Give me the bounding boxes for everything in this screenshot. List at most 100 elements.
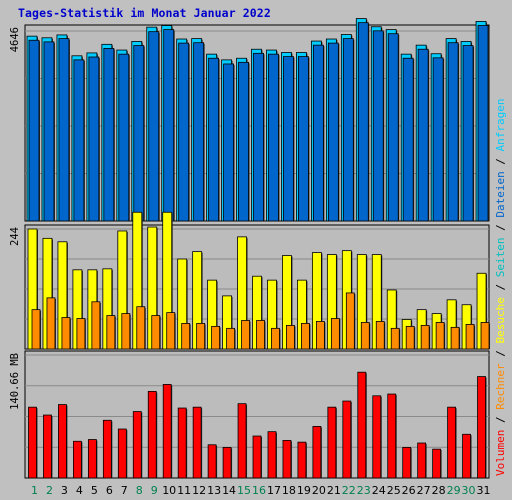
legend-besuche: Besuche: [494, 297, 507, 343]
bar-dateien-26: [402, 57, 414, 222]
day-label-19: 19: [297, 484, 311, 497]
chart-title: Tages-Statistik im Monat Januar 2022: [18, 6, 271, 20]
bar-rechner-25: [390, 327, 400, 350]
bar-rechner-26: [405, 325, 415, 350]
bar-volumen-2: [43, 414, 52, 479]
day-label-15: 15: [237, 484, 251, 497]
bar-dateien-28: [432, 57, 444, 222]
bar-dateien-15: [238, 61, 249, 222]
bar-volumen-21: [327, 406, 337, 479]
bar-rechner-20: [315, 321, 325, 350]
bar-rechner-27: [420, 324, 430, 350]
bar-rechner-2: [46, 297, 56, 350]
bar-volumen-12: [192, 406, 202, 479]
bar-dateien-7: [118, 53, 130, 222]
bar-volumen-31: [477, 376, 486, 479]
bar-dateien-16: [253, 52, 264, 222]
bar-rechner-31: [480, 322, 490, 350]
series-volumen: [28, 371, 487, 479]
bar-rechner-22: [345, 292, 355, 350]
bar-rechner-24: [375, 321, 385, 350]
bar-rechner-19: [301, 323, 310, 350]
day-label-6: 6: [106, 484, 113, 497]
bar-rechner-3: [61, 317, 71, 350]
day-label-26: 26: [402, 484, 416, 497]
bar-dateien-21: [327, 42, 339, 222]
legend-separator: /: [494, 277, 507, 297]
panels-layer: 4646 244 140.66 MB: [9, 18, 491, 479]
bar-rechner-10: [166, 312, 176, 350]
bar-volumen-17: [267, 431, 277, 479]
bar-dateien-1: [28, 39, 40, 222]
bar-dateien-2: [43, 41, 55, 222]
bar-dateien-23: [357, 22, 369, 222]
bar-rechner-15: [241, 320, 250, 350]
bar-rechner-28: [435, 322, 445, 350]
bar-rechner-16: [256, 320, 265, 350]
bar-volumen-10: [162, 384, 172, 479]
bar-rechner-9: [151, 315, 161, 350]
bar-dateien-18: [283, 56, 294, 222]
bar-dateien-31: [477, 25, 489, 222]
bar-dateien-4: [73, 59, 85, 222]
day-label-4: 4: [76, 484, 83, 497]
bar-volumen-19: [297, 441, 307, 479]
day-label-29: 29: [447, 484, 461, 497]
day-label-30: 30: [462, 484, 476, 497]
bar-volumen-7: [117, 428, 127, 479]
bar-rechner-8: [136, 306, 146, 350]
bar-volumen-1: [28, 406, 37, 479]
series-besuche: [27, 211, 488, 350]
bar-dateien-6: [103, 48, 115, 222]
bar-rechner-7: [121, 313, 131, 350]
y-max-label: 140.66 MB: [9, 353, 21, 410]
series-rechner: [31, 292, 491, 350]
series-dateien: [28, 22, 490, 222]
bar-rechner-21: [330, 318, 340, 350]
day-label-28: 28: [432, 484, 446, 497]
bar-volumen-27: [417, 442, 427, 479]
legend-seiten: Seiten: [494, 238, 507, 278]
bar-dateien-24: [372, 30, 384, 222]
bar-dateien-10: [163, 29, 175, 222]
x-axis-labels: 1 2 3 4 5 6 7 8 9 10 11 12 13 14 15 16 17 18 19 20 21 22 23 24 2…: [31, 484, 491, 497]
bar-dateien-25: [387, 33, 399, 222]
bar-volumen-8: [132, 411, 142, 479]
bar-rechner-5: [91, 301, 101, 350]
bar-rechner-13: [211, 325, 221, 350]
panel-volume: 140.66 MB: [9, 350, 490, 479]
panel-visits: 244: [9, 211, 491, 350]
day-label-3: 3: [61, 484, 68, 497]
bar-dateien-8: [133, 45, 145, 222]
bar-dateien-30: [462, 45, 474, 222]
y-max-label: 244: [9, 227, 21, 246]
bar-volumen-28: [432, 448, 442, 479]
day-label-11: 11: [177, 484, 191, 497]
day-label-7: 7: [121, 484, 128, 497]
bar-volumen-20: [312, 426, 322, 479]
bar-rechner-14: [226, 327, 235, 350]
bar-volumen-16: [252, 435, 262, 479]
bar-dateien-3: [58, 38, 70, 222]
legend-rechner: Rechner: [494, 363, 507, 410]
bar-dateien-17: [268, 53, 279, 222]
bar-volumen-13: [207, 444, 217, 479]
bar-rechner-1: [31, 309, 41, 350]
bar-rechner-12: [196, 323, 206, 350]
bar-rechner-4: [76, 318, 86, 350]
legend-separator: /: [494, 218, 507, 238]
bar-rechner-23: [360, 322, 370, 350]
day-label-10: 10: [162, 484, 176, 497]
bar-volumen-30: [462, 433, 471, 479]
day-label-21: 21: [327, 484, 341, 497]
y-max-label: 4646: [9, 27, 21, 52]
bar-volumen-5: [87, 439, 97, 479]
bar-dateien-22: [342, 38, 354, 222]
bar-volumen-29: [447, 406, 456, 479]
bar-volumen-26: [402, 446, 412, 479]
bar-rechner-11: [181, 323, 191, 350]
bar-volumen-14: [222, 446, 232, 479]
day-label-1: 1: [31, 484, 38, 497]
legend-separator: /: [494, 344, 507, 364]
